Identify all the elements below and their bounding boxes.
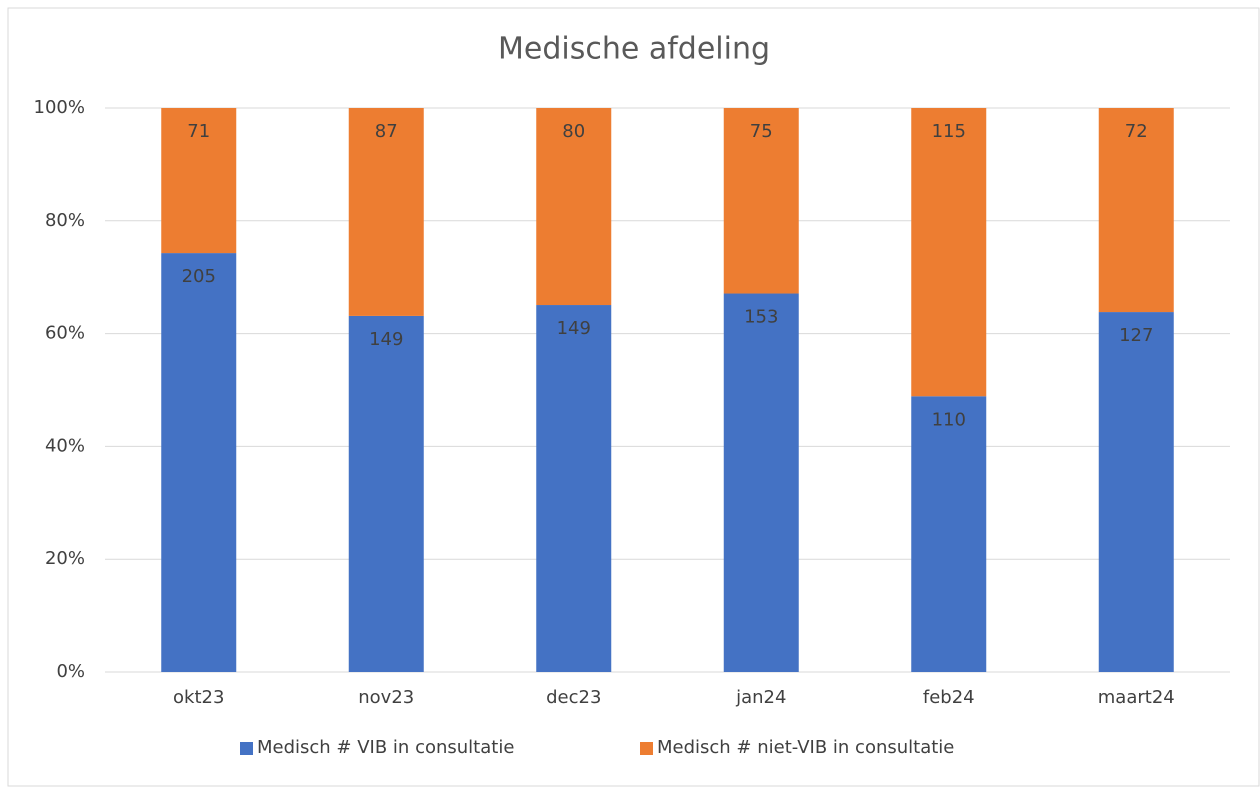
data-label: 205 [182,266,216,287]
data-label: 71 [187,121,210,142]
bar-segment [1098,312,1174,672]
data-label: 149 [557,318,591,339]
data-label: 75 [750,121,773,142]
y-tick-label: 0% [56,661,85,682]
data-label: 72 [1125,121,1148,142]
y-tick-label: 60% [45,323,85,344]
data-label: 149 [369,329,403,350]
x-tick-label: feb24 [923,687,975,708]
bar-segment [536,305,612,672]
bar-segment [161,253,237,672]
bar-segment [911,396,987,672]
legend-swatch [240,742,253,755]
x-tick-label: nov23 [358,687,414,708]
data-label: 115 [932,121,966,142]
bar-segment [348,108,424,316]
x-tick-label: jan24 [735,687,786,708]
legend-label: Medisch # VIB in consultatie [257,737,514,758]
data-label: 80 [562,121,585,142]
bar-segment [911,108,987,397]
bar-segment [723,293,799,672]
x-tick-label: okt23 [173,687,224,708]
x-tick-label: maart24 [1098,687,1175,708]
x-tick-label: dec23 [546,687,601,708]
legend-swatch [640,742,653,755]
y-tick-label: 20% [45,548,85,569]
y-tick-label: 40% [45,435,85,456]
bar-segment [1098,108,1174,313]
legend-label: Medisch # niet-VIB in consultatie [657,737,954,758]
data-label: 127 [1119,325,1153,346]
y-tick-label: 100% [34,97,85,118]
bar-segment [161,108,237,254]
data-label: 110 [932,409,966,430]
data-label: 153 [744,307,778,328]
chart-title: Medische afdeling [498,32,770,67]
bar-segment [348,315,424,672]
data-label: 87 [375,121,398,142]
bar-segment [723,108,799,294]
y-tick-label: 80% [45,210,85,231]
bar-segment [536,108,612,306]
